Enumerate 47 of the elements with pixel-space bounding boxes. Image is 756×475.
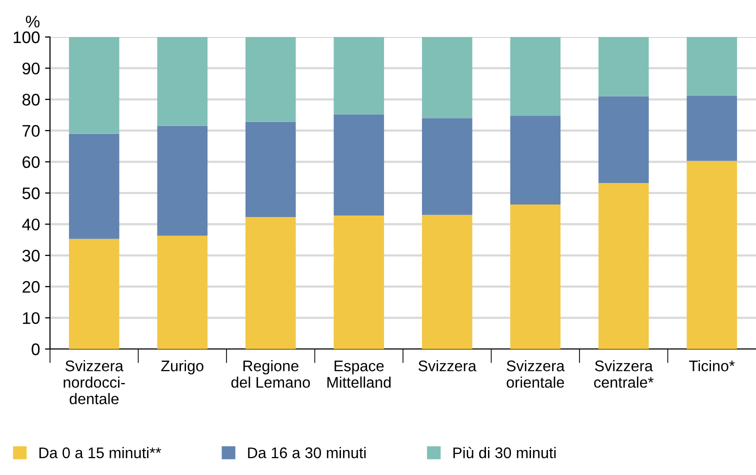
bar: [422, 37, 472, 118]
bar: [598, 96, 649, 184]
x-tick-label: Svizzera orientale: [506, 360, 565, 388]
bar: [510, 37, 561, 116]
bar: [157, 126, 208, 236]
y-tick-label: 40: [22, 218, 40, 230]
bar: [422, 118, 472, 215]
bar: [245, 122, 296, 218]
bar: [422, 214, 472, 349]
bar: [157, 236, 208, 349]
bar: [245, 37, 296, 122]
y-tick-label: 70: [22, 125, 40, 137]
y-tick-label: 50: [22, 187, 40, 200]
y-tick-label: 10: [23, 312, 40, 324]
y-tick-label: 100: [14, 31, 40, 44]
x-tick-label: Espace Mittelland: [327, 360, 391, 388]
bar: [68, 134, 120, 239]
x-tick-label: Regione del Lemano: [231, 360, 310, 388]
bar: [510, 116, 561, 205]
bar: [334, 114, 384, 216]
x-tick-label: Svizzera nordocci- dentale: [64, 360, 125, 404]
y-tick-label: 0: [32, 343, 40, 356]
x-tick-label: Svizzera centrale*: [594, 360, 654, 388]
bar: [598, 183, 649, 349]
y-tick-label: 90: [22, 62, 40, 74]
bar: [334, 215, 384, 349]
y-tick-label: 60: [22, 156, 40, 168]
x-tick-label: Ticino*: [689, 360, 735, 372]
bar: [334, 37, 384, 114]
bar: [245, 217, 296, 349]
y-tick-label: 80: [22, 94, 40, 106]
legend-label: Più di 30 minuti: [453, 446, 556, 458]
bar: [598, 37, 649, 96]
bar: [510, 204, 561, 349]
bar: [686, 37, 738, 96]
y-tick-label: 30: [22, 250, 40, 262]
bar: [157, 37, 208, 126]
y-tick-label: 20: [22, 281, 40, 293]
legend-label: Da 16 a 30 minuti: [248, 447, 366, 458]
legend-label: Da 0 a 15 minuti**: [39, 447, 162, 458]
bar: [686, 96, 738, 161]
y-axis-title: %: [26, 16, 40, 28]
bar: [686, 160, 738, 349]
bar: [68, 37, 120, 134]
x-tick-label: Zurigo: [161, 360, 204, 374]
bar: [68, 238, 120, 349]
x-tick-label: Svizzera: [418, 360, 476, 372]
